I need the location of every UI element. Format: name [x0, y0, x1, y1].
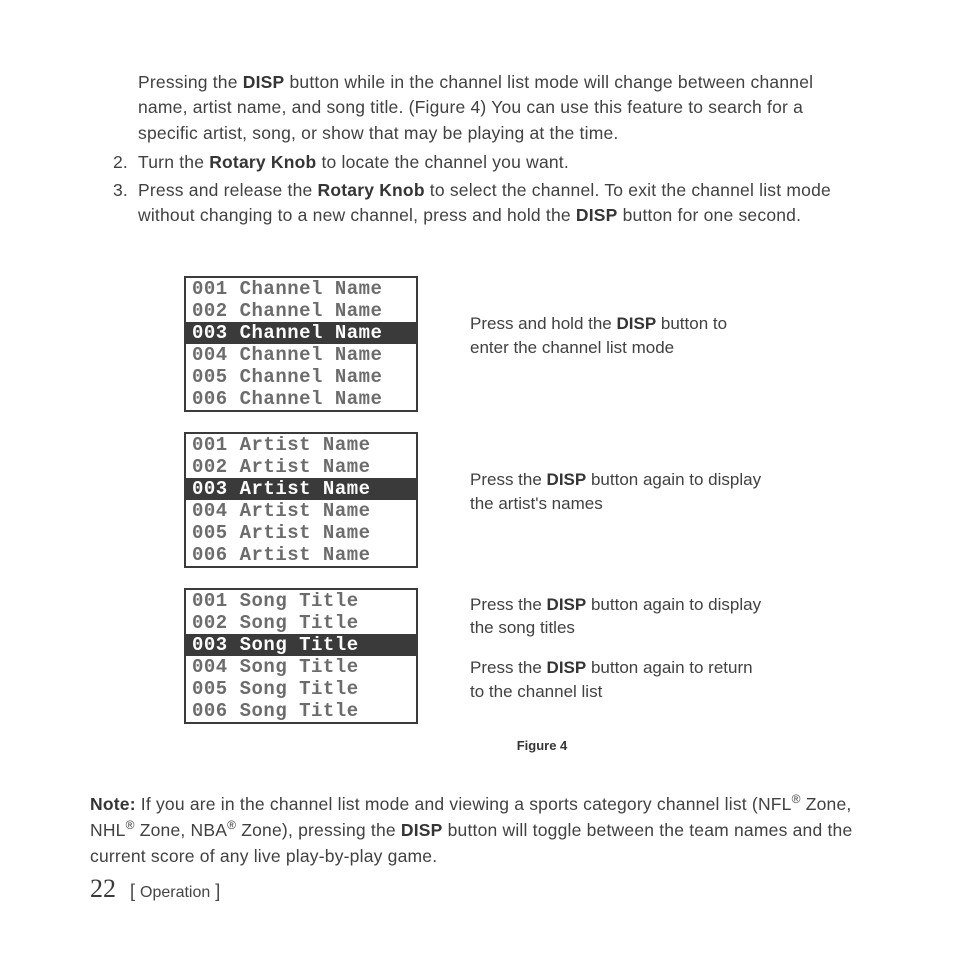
lcd-line: 003 Song Title: [186, 634, 416, 656]
lcd-row-channel: 001 Channel Name002 Channel Name003 Chan…: [184, 276, 770, 412]
lcd-line: 004 Artist Name: [186, 500, 416, 522]
lcd-line: 004 Song Title: [186, 656, 416, 678]
lcd-line: 001 Song Title: [186, 590, 416, 612]
disp-label: DISP: [576, 205, 618, 225]
page-footer: 22 [ Operation ]: [90, 874, 220, 904]
lcd-row-artist: 001 Artist Name002 Artist Name003 Artist…: [184, 432, 770, 568]
lcd-song-list: 001 Song Title002 Song Title003 Song Tit…: [184, 588, 418, 724]
note-label: Note:: [90, 794, 136, 814]
lcd-row-song: 001 Song Title002 Song Title003 Song Tit…: [184, 588, 770, 724]
note-paragraph: Note: If you are in the channel list mod…: [90, 791, 864, 869]
lcd-line: 001 Artist Name: [186, 434, 416, 456]
intro-pre: Pressing the: [138, 72, 243, 92]
lcd-line: 003 Artist Name: [186, 478, 416, 500]
step-2-number: 2.: [90, 150, 138, 175]
lcd-line: 002 Song Title: [186, 612, 416, 634]
section-bracket: [ Operation ]: [130, 881, 220, 902]
lcd-line: 002 Channel Name: [186, 300, 416, 322]
lcd-line: 006 Artist Name: [186, 544, 416, 566]
lcd-line: 006 Song Title: [186, 700, 416, 722]
numbered-steps: 2. Turn the Rotary Knob to locate the ch…: [90, 150, 864, 228]
rotary-knob-label-2: Rotary Knob: [318, 180, 425, 200]
intro-disp: DISP: [243, 72, 285, 92]
step-2-text: Turn the Rotary Knob to locate the chann…: [138, 150, 864, 175]
section-name: Operation: [140, 884, 210, 901]
step-3-text: Press and release the Rotary Knob to sel…: [138, 178, 864, 229]
caption-channel: Press and hold the DISP button to enter …: [470, 312, 770, 376]
lcd-line: 005 Artist Name: [186, 522, 416, 544]
lcd-line: 005 Song Title: [186, 678, 416, 700]
figure-4: 001 Channel Name002 Channel Name003 Chan…: [90, 276, 864, 783]
caption-song: Press the DISP button again to display t…: [470, 593, 770, 720]
caption-artist: Press the DISP button again to display t…: [470, 468, 770, 532]
lcd-line: 002 Artist Name: [186, 456, 416, 478]
lcd-line: 006 Channel Name: [186, 388, 416, 410]
lcd-line: 001 Channel Name: [186, 278, 416, 300]
figure-label: Figure 4: [517, 738, 568, 753]
lcd-line: 004 Channel Name: [186, 344, 416, 366]
lcd-channel-list: 001 Channel Name002 Channel Name003 Chan…: [184, 276, 418, 412]
step-3: 3. Press and release the Rotary Knob to …: [90, 178, 864, 229]
lcd-artist-list: 001 Artist Name002 Artist Name003 Artist…: [184, 432, 418, 568]
step-2: 2. Turn the Rotary Knob to locate the ch…: [90, 150, 864, 175]
rotary-knob-label: Rotary Knob: [209, 152, 316, 172]
lcd-line: 003 Channel Name: [186, 322, 416, 344]
step-3-number: 3.: [90, 178, 138, 229]
page-number: 22: [90, 874, 116, 904]
intro-paragraph: Pressing the DISP button while in the ch…: [138, 70, 864, 146]
lcd-line: 005 Channel Name: [186, 366, 416, 388]
